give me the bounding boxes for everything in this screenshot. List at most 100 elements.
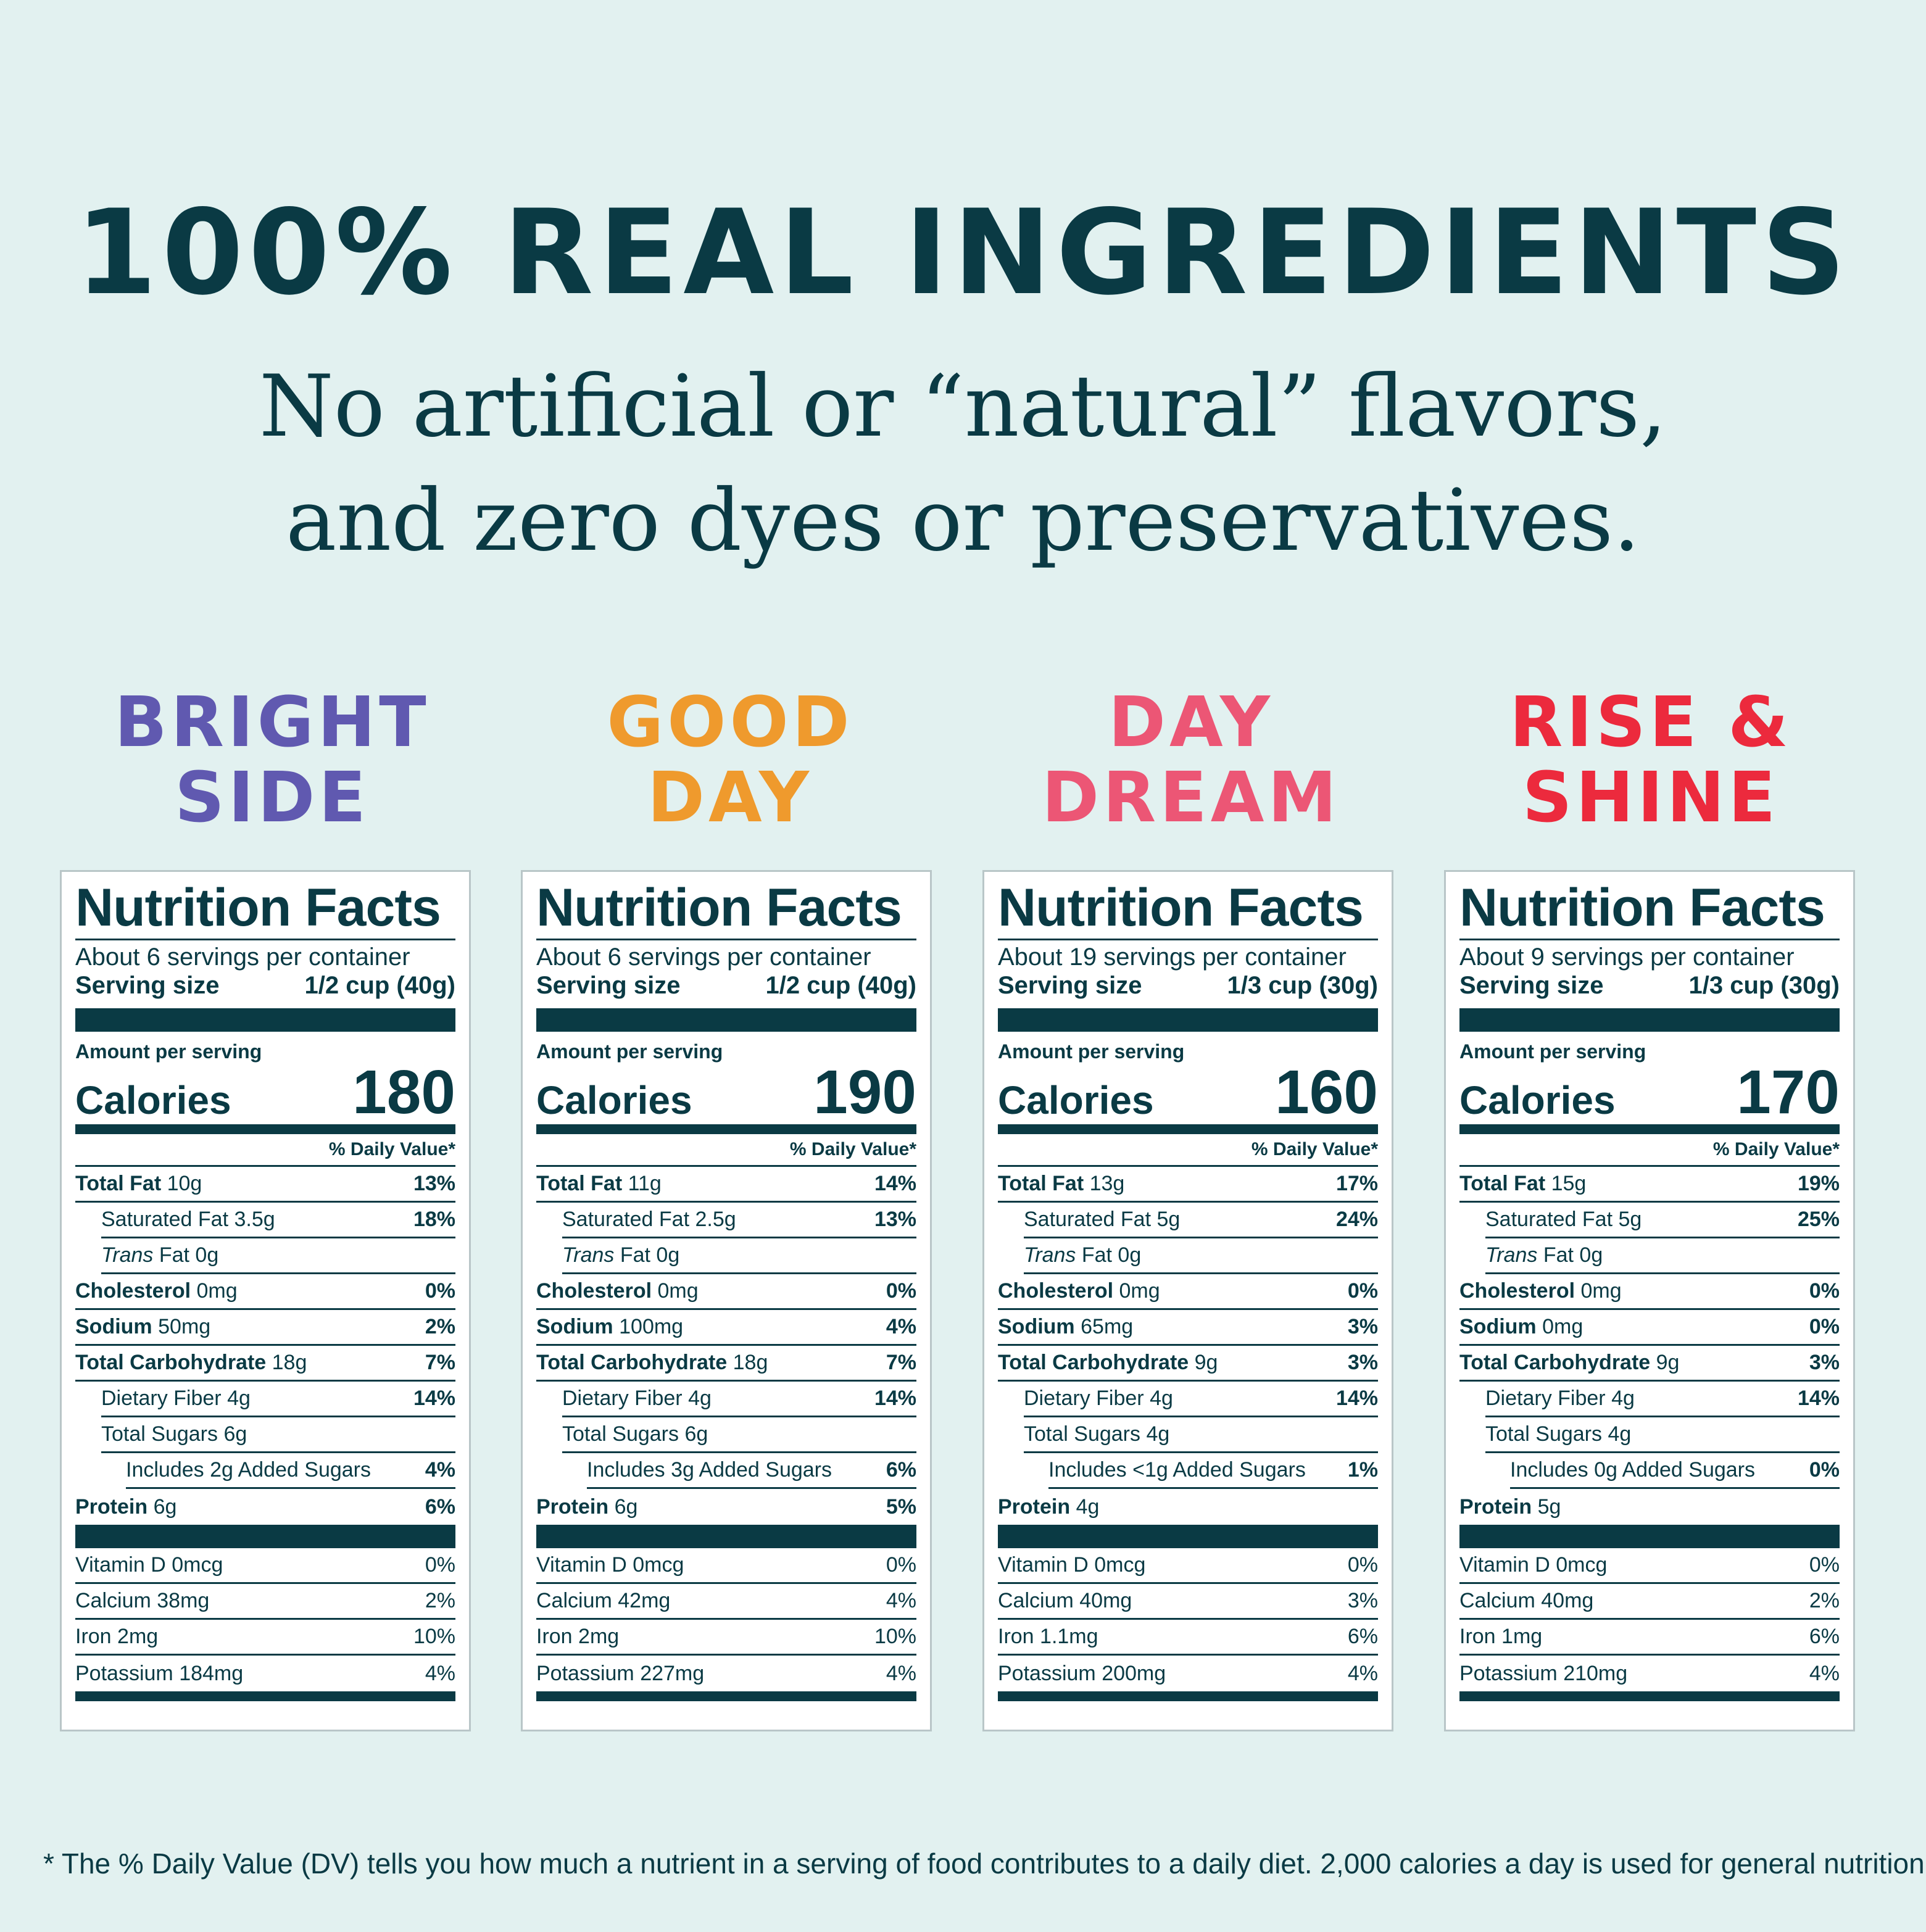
nutrition-facts-title: Nutrition Facts: [998, 878, 1378, 940]
total-fat-row: Total Fat 10g 13%: [75, 1167, 455, 1203]
nutrient-amount: 15g: [1551, 1172, 1587, 1195]
nutrient-label: Fat: [159, 1243, 189, 1267]
subtitle-line-2: and zero dyes or preservatives.: [286, 471, 1640, 570]
divider-thick: [998, 1525, 1378, 1548]
total-fat-row: Total Fat 13g 17%: [998, 1167, 1378, 1203]
nutrient-label: Fat: [1543, 1243, 1574, 1267]
nutrient-label: Includes: [1510, 1458, 1588, 1482]
serving-size-value: 1/3 cup (30g): [1227, 972, 1378, 999]
nutrient-amount: 6g: [684, 1422, 708, 1446]
calories-row: Calories 180: [75, 1061, 455, 1134]
nutrient-dv: 14%: [874, 1387, 916, 1410]
nutrient-dv: 18%: [413, 1208, 455, 1231]
nutrient-amount: 0mcg: [172, 1553, 223, 1577]
nutrient-amount: 1mg: [1501, 1625, 1543, 1648]
nutrient-label: Vitamin D: [1459, 1553, 1550, 1577]
nutrient-label: Trans: [1485, 1243, 1538, 1267]
daily-value-header: % Daily Value*: [998, 1134, 1378, 1167]
flavor-name-good-day: GOOD DAY: [526, 685, 934, 835]
calories-label: Calories: [998, 1078, 1154, 1122]
nutrient-label: Potassium: [75, 1661, 173, 1685]
nutrition-facts-title: Nutrition Facts: [1459, 878, 1840, 940]
divider-thick: [1459, 1525, 1840, 1548]
protein-row: Protein 6g 5%: [536, 1489, 916, 1525]
cholesterol-row: Cholesterol 0mg 0%: [998, 1274, 1378, 1310]
nutrient-label: Dietary Fiber: [562, 1387, 683, 1410]
nutrient-label: Sodium: [536, 1315, 613, 1338]
nutrient-amount: 4g: [1076, 1495, 1100, 1519]
nutrient-label: Total Carbohydrate: [75, 1351, 267, 1374]
nutrient-label: Total Carbohydrate: [536, 1351, 728, 1374]
nutrient-amount: 210mg: [1563, 1661, 1628, 1685]
calcium-row: Calcium 38mg 2%: [75, 1584, 455, 1620]
total-sugars-row: Total Sugars 6g: [101, 1417, 455, 1453]
nutrient-label: Total Fat: [1459, 1172, 1546, 1195]
flavor-name-line-1: GOOD: [607, 682, 853, 763]
nutrient-dv: 4%: [1809, 1661, 1840, 1685]
nutrient-label: Cholesterol: [998, 1279, 1114, 1303]
nutrient-dv: 7%: [425, 1351, 455, 1374]
nutrient-dv: 13%: [413, 1172, 455, 1195]
nutrient-dv: 4%: [1347, 1661, 1378, 1685]
saturated-fat-row: Saturated Fat 5g 25%: [1485, 1203, 1840, 1238]
flavor-name-line-2: SHINE: [1522, 758, 1780, 838]
nutrient-label: Total Fat: [75, 1172, 162, 1195]
nutrient-amount: <1g: [1132, 1458, 1168, 1482]
amount-per-serving: Amount per serving: [1459, 1040, 1646, 1063]
iron-row: Iron 2mg 10%: [75, 1620, 455, 1656]
nutrient-amount: 0mg: [1119, 1279, 1160, 1303]
nutrient-label: Iron: [1459, 1625, 1496, 1648]
nutrient-label: Total Sugars: [1485, 1422, 1602, 1446]
calories-value: 190: [813, 1058, 916, 1127]
servings-per-container: About 6 servings per container: [75, 943, 410, 971]
serving-size-row: Serving size 1/3 cup (30g): [1459, 971, 1840, 1000]
nutrient-amount: 1.1mg: [1040, 1625, 1098, 1648]
iron-row: Iron 2mg 10%: [536, 1620, 916, 1656]
nutrient-amount: 2.5g: [695, 1208, 736, 1231]
divider-thick: [998, 1008, 1378, 1032]
nutrient-label: Cholesterol: [1459, 1279, 1575, 1303]
daily-value-header: % Daily Value*: [75, 1134, 455, 1167]
flavor-name-line-1: DAY: [1108, 682, 1274, 763]
nutrient-label: Fat: [620, 1243, 650, 1267]
divider-bottom: [75, 1691, 455, 1701]
nutrient-label: Calcium: [998, 1589, 1074, 1612]
nutrient-label: Calcium: [75, 1589, 151, 1612]
nutrient-amount: 6g: [614, 1495, 638, 1519]
nutrient-label: Sodium: [75, 1315, 152, 1338]
total-fat-row: Total Fat 11g 14%: [536, 1167, 916, 1203]
nutrient-dv: 2%: [1809, 1589, 1840, 1612]
nutrient-label: Vitamin D: [536, 1553, 627, 1577]
nutrient-dv: 3%: [1347, 1589, 1378, 1612]
nutrient-label: Iron: [998, 1625, 1034, 1648]
nutrient-amount: 227mg: [640, 1661, 705, 1685]
calories-value: 170: [1737, 1058, 1840, 1127]
nutrient-dv: 6%: [1809, 1625, 1840, 1648]
nutrient-dv: 3%: [1347, 1315, 1378, 1338]
divider-thick: [1459, 1008, 1840, 1032]
flavor-name-line-2: SIDE: [175, 758, 370, 838]
nutrient-amount: 3.5g: [234, 1208, 275, 1231]
nutrient-label: Vitamin D: [998, 1553, 1089, 1577]
trans-fat-row: Trans Fat 0g: [101, 1238, 455, 1274]
nutrient-label: Total Fat: [998, 1172, 1084, 1195]
nutrient-amount: 13g: [1089, 1172, 1125, 1195]
serving-size-value: 1/2 cup (40g): [304, 972, 455, 999]
nutrient-amount: 5g: [1537, 1495, 1561, 1519]
nutrient-label: Saturated Fat: [1485, 1208, 1613, 1231]
vitamin-d-row: Vitamin D 0mcg 0%: [998, 1548, 1378, 1584]
nutrient-dv: 0%: [1809, 1279, 1840, 1303]
calories-label: Calories: [75, 1078, 231, 1122]
nutrient-label: Total Sugars: [101, 1422, 218, 1446]
calcium-row: Calcium 40mg 2%: [1459, 1584, 1840, 1620]
trans-fat-row: Trans Fat 0g: [562, 1238, 916, 1274]
nutrient-dv: 0%: [1809, 1458, 1840, 1482]
divider-thick: [75, 1008, 455, 1032]
dietary-fiber-row: Dietary Fiber 4g 14%: [101, 1382, 455, 1417]
nutrient-label: Saturated Fat: [1024, 1208, 1152, 1231]
nutrient-label: Protein: [536, 1495, 609, 1519]
potassium-row: Potassium 210mg 4%: [1459, 1656, 1840, 1691]
sodium-row: Sodium 100mg 4%: [536, 1310, 916, 1346]
divider-bottom: [1459, 1691, 1840, 1701]
nutrient-label: Potassium: [536, 1661, 634, 1685]
